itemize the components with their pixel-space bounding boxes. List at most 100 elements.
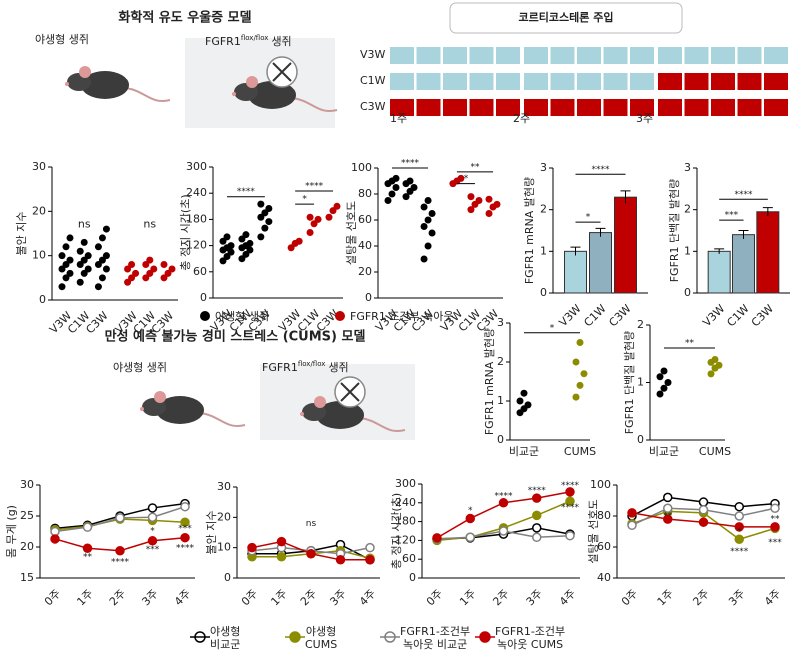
y-axis-label: 설탕물 선호도 (345, 201, 358, 265)
label-part: FGFR1 (205, 35, 241, 48)
mouse-body (316, 401, 364, 429)
schedule-block (630, 73, 654, 90)
schedule-block (711, 47, 735, 64)
data-point (142, 261, 150, 269)
data-point (84, 265, 92, 273)
data-point (770, 503, 780, 513)
bar (589, 232, 612, 294)
mouse-nose (140, 407, 144, 411)
data-point (660, 384, 668, 392)
schedule-block (711, 99, 735, 116)
y-tick-label: 300 (395, 477, 416, 490)
significance: *** (725, 211, 739, 221)
data-point (147, 512, 158, 522)
significance: **** (401, 159, 420, 169)
y-tick-label: 2 (497, 355, 504, 368)
data-point (734, 522, 744, 532)
x-tick-label: CUMS (699, 445, 731, 458)
data-point (227, 242, 235, 250)
data-point (115, 513, 125, 523)
schedule-block (390, 99, 414, 116)
data-point (663, 492, 673, 503)
data-point (66, 269, 74, 277)
legend-marker (335, 311, 345, 321)
significance: **** (528, 486, 547, 496)
data-point (467, 193, 475, 201)
error-bar (620, 190, 631, 204)
x-tick-label: V3W (557, 302, 584, 329)
ko-cross (340, 382, 360, 402)
schedule-block (737, 47, 762, 64)
data-point (58, 283, 66, 291)
error-bar (570, 246, 581, 256)
data-point (94, 243, 102, 251)
schedule-block (630, 47, 654, 64)
significance: **** (561, 481, 580, 491)
data-point (306, 213, 314, 221)
data-point (147, 536, 158, 546)
significance: ** (83, 552, 93, 562)
mouse-body (248, 81, 296, 109)
y-tick-label: 25 (20, 509, 34, 522)
data-point (58, 252, 66, 260)
data-point (485, 210, 493, 217)
data-point (420, 255, 428, 263)
significance: **** (111, 557, 130, 567)
data-point (532, 532, 542, 543)
schedule-block (524, 47, 548, 64)
schedule-block (443, 99, 467, 116)
y-tick-label: 120 (186, 239, 207, 252)
data-point (580, 370, 588, 378)
schedule-block (603, 47, 628, 64)
schedule-block (737, 99, 762, 116)
data-point (306, 548, 316, 559)
data-point (160, 274, 168, 282)
data-point (498, 526, 509, 536)
week-label: 1주 (390, 112, 407, 125)
y-tick-label: 60 (358, 213, 372, 226)
data-point (475, 197, 483, 204)
significance: **** (561, 503, 580, 513)
data-point (58, 265, 66, 273)
mouse-label: FGFR1flox/flox 생쥐 (205, 34, 292, 48)
significance: ns (306, 519, 317, 529)
legend-label: 야생형 생쥐 (215, 310, 269, 323)
y-tick-label: 100 (351, 161, 372, 174)
x-tick-label: 4주 (172, 587, 193, 608)
data-point (247, 542, 257, 553)
schedule-block (443, 73, 467, 90)
y-axis-label: FGFR1 mRNA 발현량 (523, 177, 536, 284)
significance: ** (771, 515, 781, 525)
data-point (715, 361, 723, 369)
data-point (465, 513, 475, 524)
bar (732, 234, 755, 294)
y-tick-label: 40 (358, 239, 372, 252)
data-point (565, 496, 575, 506)
y-axis-label: 총 정지 시간(초) (179, 194, 192, 270)
error-bar (738, 230, 749, 239)
data-point (295, 237, 303, 245)
schedule-block (496, 73, 520, 90)
data-point (420, 223, 428, 230)
data-point (420, 203, 428, 211)
data-point (102, 225, 110, 233)
label-sup: flox/flox (241, 34, 269, 42)
significance: *** (768, 538, 782, 548)
y-tick-label: 20 (217, 510, 231, 523)
data-point (76, 247, 84, 255)
y-tick-label: 60 (597, 540, 611, 553)
data-point (94, 283, 102, 291)
schedule-block (737, 73, 762, 90)
data-point (520, 389, 528, 397)
data-point (164, 269, 172, 277)
significance: ** (663, 512, 673, 522)
section-title: 만성 예측 불가능 경미 스트레스 (CUMS) 모델 (105, 329, 366, 345)
data-point (62, 274, 70, 282)
data-point (94, 261, 102, 269)
y-axis-label: 몸 무게 (g) (5, 505, 18, 558)
y-tick-label: 0 (224, 571, 231, 584)
mouse-label: 야생형 생쥐 (113, 361, 167, 374)
data-point (663, 514, 673, 524)
data-point (82, 522, 93, 532)
schedule-block (764, 47, 788, 64)
